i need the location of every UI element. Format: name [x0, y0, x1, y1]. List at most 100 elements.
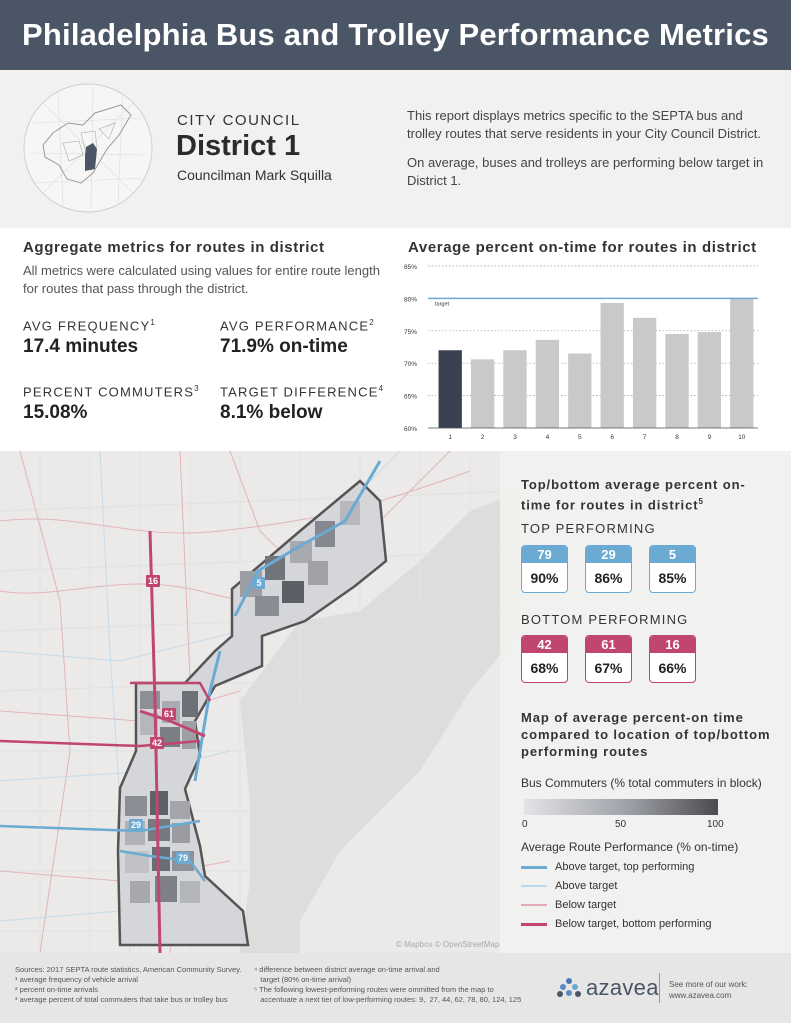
metric-label: TARGET DIFFERENCE — [220, 384, 379, 400]
metric-label: PERCENT COMMUTERS — [23, 384, 195, 400]
route-labels: 16 5 61 42 29 79 — [129, 575, 265, 864]
map-legend-heading: Map of average percent-on time compared … — [521, 710, 771, 759]
council-label: CITY COUNCIL — [177, 112, 301, 129]
y-tick-label: 80% — [404, 296, 417, 303]
route-label-5: 5 — [253, 577, 265, 589]
y-tick-label: 85% — [404, 264, 417, 271]
metric-label: AVG FREQUENCY — [23, 318, 151, 334]
route-badge-top: 79 90% — [521, 545, 568, 593]
x-tick-label: 8 — [675, 434, 679, 441]
footnote-line: Sources: 2017 SEPTA route statistics, Am… — [15, 965, 242, 974]
svg-text:16: 16 — [148, 576, 158, 586]
svg-text:42: 42 — [152, 738, 162, 748]
chart-bar — [600, 302, 624, 428]
district-route-map: 16 5 61 42 29 79 — [0, 451, 791, 953]
y-tick-label: 75% — [404, 329, 417, 336]
river — [240, 491, 520, 953]
route-badge-top: 29 86% — [585, 545, 632, 593]
footnote-marker: 4 — [378, 384, 385, 393]
aggregate-description: All metrics were calculated using values… — [23, 263, 380, 296]
chart-title: Average percent on-time for routes in di… — [408, 239, 757, 256]
performance-legend-heading: Average Route Performance (% on-time) — [521, 840, 739, 854]
route-number: 16 — [650, 636, 695, 653]
metric-label: AVG PERFORMANCE — [220, 318, 370, 334]
page-footer: Sources: 2017 SEPTA route statistics, Am… — [0, 953, 791, 1023]
route-label-61: 61 — [162, 708, 176, 720]
x-tick-label: 1 — [448, 434, 452, 441]
svg-text:29: 29 — [131, 820, 141, 830]
chart-bar — [438, 350, 462, 428]
legend-swatch — [521, 885, 547, 887]
metric-value: 17.4 minutes — [23, 336, 139, 358]
route-label-79: 79 — [176, 852, 190, 864]
route-label-42: 42 — [150, 737, 164, 749]
legend-swatch — [521, 904, 547, 906]
route-number: 79 — [522, 546, 567, 563]
chart-bar — [632, 317, 657, 428]
gradient-tick: 100 — [707, 819, 724, 830]
x-tick-label: 10 — [738, 434, 746, 441]
svg-text:5: 5 — [256, 578, 261, 588]
footer-website-link[interactable]: www.azavea.com — [669, 991, 732, 1000]
chart-bar — [470, 359, 495, 428]
route-badge-top: 5 85% — [649, 545, 696, 593]
district-locator-map — [23, 83, 153, 213]
route-badge-bottom: 61 67% — [585, 635, 632, 683]
chart-bar — [665, 334, 689, 428]
x-tick-label: 9 — [708, 434, 712, 441]
metric-value: 71.9% on-time — [220, 336, 348, 358]
metrics-section: Aggregate metrics for routes in district… — [0, 228, 791, 451]
legend-label: Above target — [555, 880, 618, 892]
target-label: target — [435, 301, 450, 307]
svg-text:61: 61 — [164, 709, 174, 719]
chart-bar — [503, 350, 527, 428]
x-tick-label: 7 — [643, 434, 647, 441]
chart-bar — [568, 353, 592, 428]
gradient-tick: 50 — [615, 819, 627, 830]
footnote-line: ⁵ The following lowest-performing routes… — [254, 985, 494, 994]
on-time-bar-chart: 60% 65% 70% 75% 80% 85% 1 2 3 4 5 6 7 8 9 10 target — [404, 264, 758, 441]
y-tick-label: 65% — [404, 394, 417, 401]
chart-bar — [730, 298, 754, 428]
route-number: 29 — [586, 546, 631, 563]
legend-item-above-top: Above target, top performing — [521, 861, 694, 873]
page-header: Philadelphia Bus and Trolley Performance… — [0, 0, 791, 70]
footnote-marker: 2 — [369, 318, 375, 327]
legend-label: Below target — [555, 899, 617, 911]
y-tick-label: 60% — [404, 426, 417, 433]
legend-item-above: Above target — [521, 880, 617, 892]
footnote-line: ⁴ difference between district average on… — [254, 965, 440, 974]
bottom-performing-heading: BOTTOM PERFORMING — [521, 612, 689, 627]
footer-divider — [659, 973, 660, 1003]
gradient-tick: 0 — [522, 819, 528, 830]
map-section: 16 5 61 42 29 79 © Mapbox © OpenStreetMa… — [0, 451, 791, 953]
x-tick-label: 3 — [513, 434, 517, 441]
chart-bar — [535, 339, 560, 428]
x-tick-label: 5 — [578, 434, 582, 441]
route-number: 42 — [522, 636, 567, 653]
route-badge-bottom: 16 66% — [649, 635, 696, 683]
legend-item-below: Below target — [521, 899, 616, 911]
azavea-logo-icon — [557, 978, 581, 997]
commuter-blocks — [125, 501, 360, 903]
brand-name: azavea — [586, 975, 659, 1000]
x-tick-label: 2 — [481, 434, 485, 441]
aggregate-heading: Aggregate metrics for routes in district — [23, 239, 325, 256]
x-tick-label: 6 — [610, 434, 614, 441]
topbottom-heading: Top/bottom average percent on-time for r… — [521, 476, 771, 513]
azavea-logo[interactable]: azavea — [557, 975, 659, 1001]
footnote-line: accentuate a next tier of low-performing… — [254, 995, 522, 1004]
intro-section: CITY COUNCIL District 1 Councilman Mark … — [0, 70, 791, 228]
metric-target-difference: TARGET DIFFERENCE4 8.1% below — [220, 384, 384, 424]
metric-avg-performance: AVG PERFORMANCE2 71.9% on-time — [220, 318, 375, 358]
svg-text:79: 79 — [178, 853, 188, 863]
legend-item-below-bottom: Below target, bottom performing — [521, 918, 712, 930]
route-number: 5 — [650, 546, 695, 563]
metric-percent-commuters: PERCENT COMMUTERS3 15.08% — [23, 384, 200, 424]
commuters-gradient-bar — [524, 799, 718, 815]
route-label-16: 16 — [146, 575, 160, 587]
footnote-line: target (80% on-time arrival) — [254, 975, 352, 984]
intro-paragraph: This report displays metrics specific to… — [407, 108, 762, 141]
highlighted-routes — [0, 460, 382, 953]
footer-link-block: See more of our work: www.azavea.com — [669, 979, 748, 1001]
